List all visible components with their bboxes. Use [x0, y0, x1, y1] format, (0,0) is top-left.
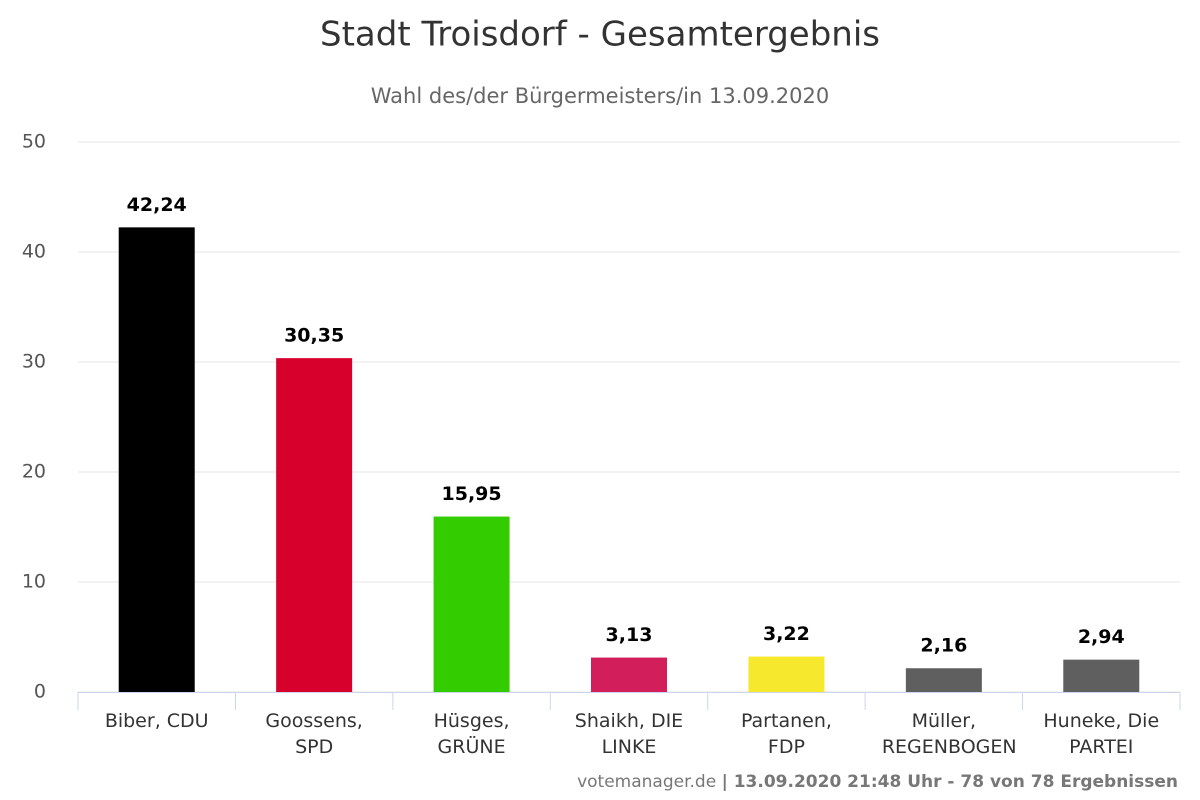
bar — [591, 657, 667, 692]
value-label: 3,13 — [606, 624, 653, 646]
bar — [1063, 659, 1140, 692]
credit-details: | 13.09.2020 21:48 Uhr - 78 von 78 Ergeb… — [721, 772, 1178, 792]
value-label: 2,94 — [1078, 626, 1125, 648]
y-tick-label: 0 — [34, 681, 46, 703]
value-label: 42,24 — [127, 194, 187, 216]
y-tick-label: 30 — [22, 351, 46, 373]
value-label: 15,95 — [442, 483, 502, 505]
x-tick-label: Biber, CDU — [104, 710, 209, 732]
chart-subtitle: Wahl des/der Bürgermeisters/in 13.09.202… — [371, 84, 829, 108]
y-tick-label: 50 — [22, 131, 46, 153]
y-tick-label: 10 — [22, 571, 46, 593]
bar — [118, 227, 195, 693]
bar — [276, 358, 353, 692]
credit-source: votemanager.de — [577, 772, 717, 792]
x-tick-label: Huneke, Die PARTEI — [1043, 710, 1160, 758]
bar — [433, 516, 510, 692]
x-tick-label: Hüsges, GRÜNE — [433, 710, 510, 758]
x-tick-label: Müller, REGENBOGEN — [881, 710, 1017, 758]
credit: votemanager.de | 13.09.2020 21:48 Uhr - … — [577, 772, 1178, 792]
y-tick-label: 20 — [22, 461, 46, 483]
chart-title: Stadt Troisdorf - Gesamtergebnis — [320, 15, 880, 55]
value-label: 2,16 — [920, 635, 967, 657]
x-tick-label: Shaikh, DIE LINKE — [574, 710, 684, 758]
x-tick-label: Goossens, SPD — [265, 710, 363, 758]
x-tick-label: Partanen, FDP — [740, 710, 832, 758]
value-label: 3,22 — [763, 623, 810, 645]
y-tick-label: 40 — [22, 241, 46, 263]
bar — [905, 668, 982, 692]
bar — [748, 656, 825, 692]
value-label: 30,35 — [284, 325, 344, 347]
